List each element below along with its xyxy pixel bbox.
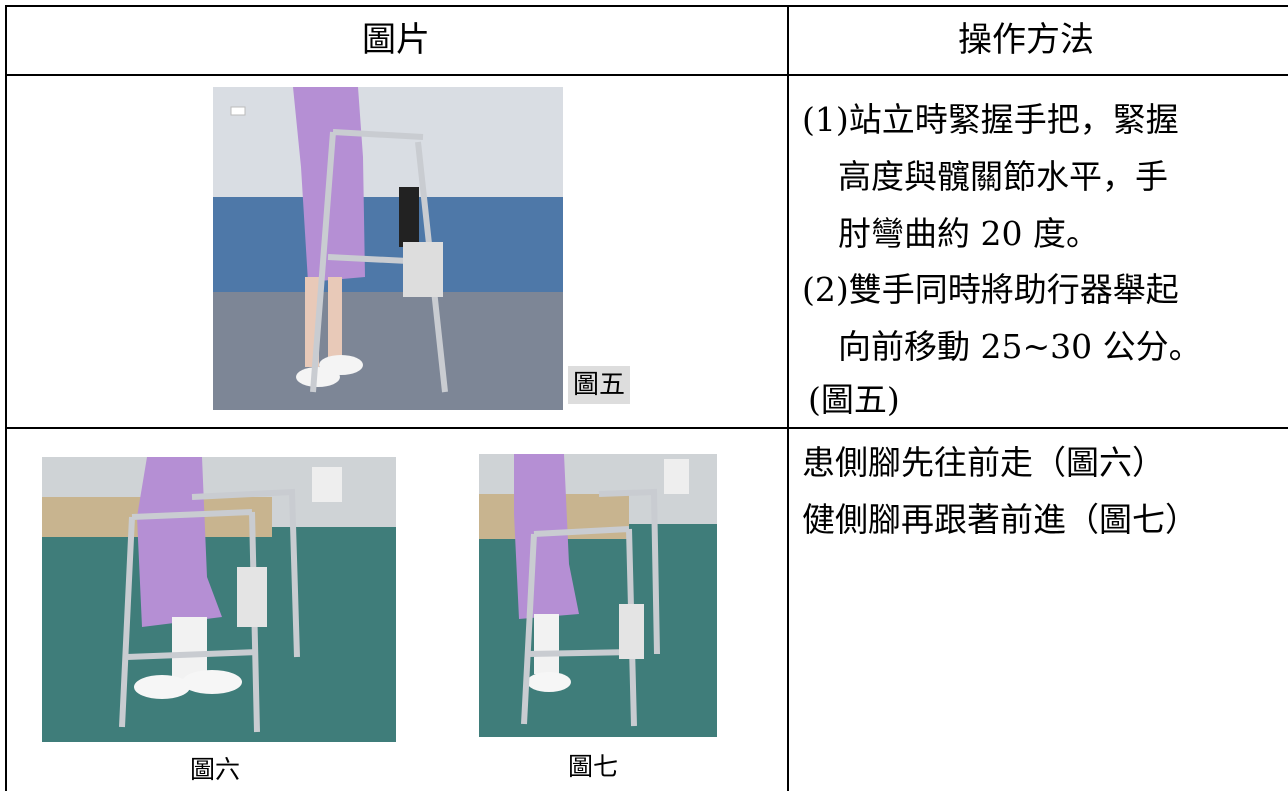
caption: 圖七: [568, 752, 619, 781]
instruction-line: 肘彎曲約 20 度。: [838, 214, 1099, 253]
instruction-line: 健側腳再跟著前進（圖七）: [802, 500, 1198, 539]
caption: 圖五: [568, 366, 631, 404]
photo: [479, 454, 717, 737]
instruction-line: (1)站立時緊握手把，緊握: [802, 100, 1179, 139]
instruction-line: (圖五): [808, 380, 900, 419]
instruction-line: 患側腳先往前走（圖六）: [802, 443, 1165, 482]
caption: 圖六: [190, 755, 241, 784]
instruction-line: (2)雙手同時將助行器舉起: [802, 270, 1179, 309]
row-divider: [5, 74, 1288, 76]
header-cell: 圖片: [362, 20, 430, 60]
column-divider: [787, 5, 789, 791]
photo: [213, 87, 563, 410]
instruction-line: 高度與髖關節水平，手: [838, 157, 1168, 196]
border-top: [5, 5, 1288, 7]
row-divider: [5, 427, 1288, 429]
instruction-line: 向前移動 25~30 公分。: [838, 327, 1202, 366]
border-left: [5, 5, 7, 791]
header-cell: 操作方法: [958, 20, 1094, 60]
photo: [42, 457, 396, 742]
